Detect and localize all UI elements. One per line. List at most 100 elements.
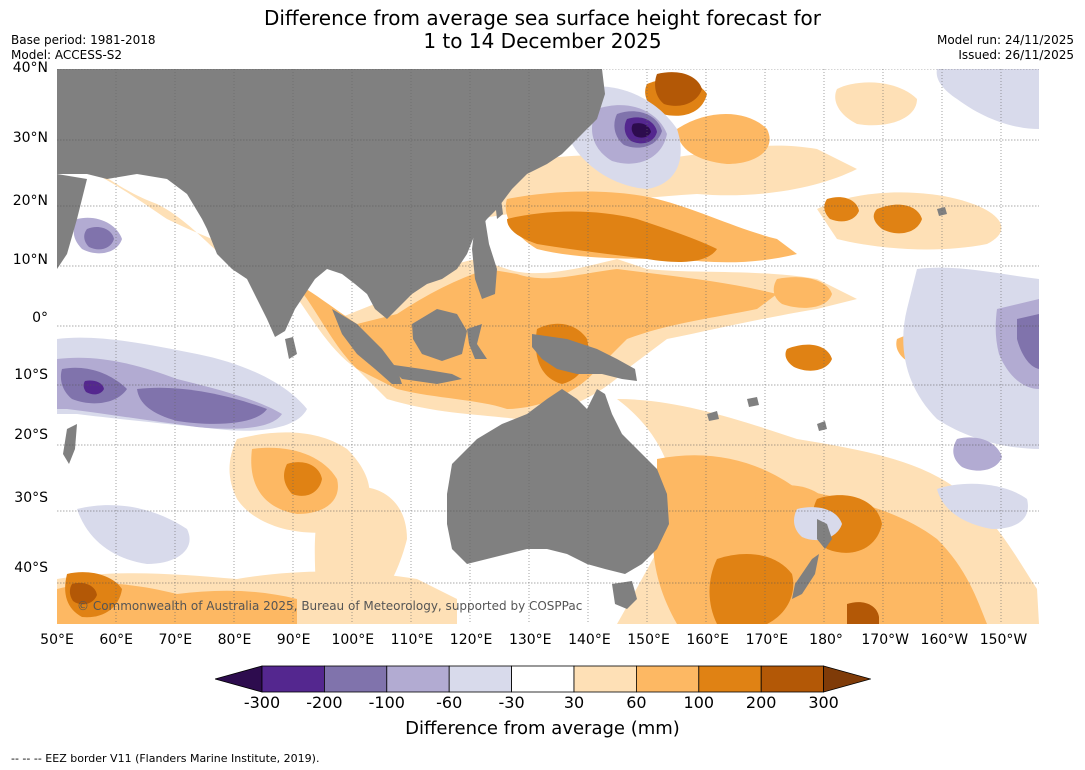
new-zealand-north-island (817, 519, 832, 549)
colorbar-tick-label: -60 (436, 693, 463, 712)
lat-label: 30°S (14, 489, 48, 506)
contour-region (847, 602, 879, 624)
colorbar (215, 665, 871, 693)
colorbar-segment (324, 665, 388, 693)
arabia-landmass (57, 174, 87, 269)
lon-label: 120°E (449, 632, 493, 648)
lat-label: 20°N (12, 193, 48, 210)
sea-level-map: © Commonwealth of Australia 2025, Bureau… (57, 69, 1039, 624)
contour-region (835, 82, 917, 126)
model-run: Model run: 24/11/2025 (936, 33, 1074, 47)
colorbar-tick-label: -200 (306, 693, 343, 712)
lat-label: 30°N (12, 129, 48, 146)
lat-label: 10°S (14, 367, 48, 384)
colorbar-arrow-low (215, 665, 263, 693)
australia-landmass (447, 389, 669, 574)
colorbar-tick-label: -100 (368, 693, 405, 712)
colorbar-segment (448, 665, 512, 693)
issued-date: Issued: 26/11/2025 (958, 48, 1074, 62)
eez-footnote: -- -- -- EEZ border V11 (Flanders Marine… (11, 752, 320, 765)
new-guinea-landmass (532, 334, 637, 381)
meridians (115, 69, 1002, 624)
japan-landmass (575, 69, 602, 124)
island (937, 207, 947, 216)
title-line-1: Difference from average sea surface heig… (263, 6, 822, 30)
colorbar-title: Difference from average (mm) (405, 718, 680, 739)
contour-region (709, 554, 794, 624)
island (817, 421, 827, 431)
lon-label: 50°E (40, 632, 74, 648)
contour-region (137, 387, 267, 424)
tasmania-landmass (612, 581, 637, 609)
colorbar-segment (698, 665, 762, 693)
land-masses (57, 69, 947, 609)
asia-landmass (57, 69, 605, 337)
lon-label: 70°E (158, 632, 193, 648)
lon-label: 110°E (390, 632, 434, 648)
contour-region (677, 114, 770, 164)
title-line-2: 1 to 14 December 2025 (423, 29, 662, 53)
contour-region (937, 483, 1028, 529)
contour-region (824, 197, 859, 222)
sri-lanka-landmass (285, 337, 297, 359)
lon-label: 160°E (686, 632, 730, 648)
java-landmass (387, 364, 462, 384)
contour-region (631, 123, 651, 138)
island (747, 397, 759, 407)
contour-region (773, 277, 832, 308)
taiwan-landmass (495, 199, 503, 219)
contour-region (953, 437, 1002, 471)
lon-label: 90°E (276, 632, 311, 648)
contour-region (314, 486, 407, 624)
lon-label: 60°E (99, 632, 133, 648)
lon-label: 100°E (331, 632, 375, 648)
contour-region (84, 227, 114, 250)
lat-label: 40°S (14, 559, 48, 576)
colorbar-segment (760, 665, 825, 693)
colorbar-tick-label: 30 (563, 693, 585, 712)
lon-label: 130°E (508, 632, 552, 648)
borneo-landmass (412, 309, 467, 361)
colorbar-tick-label: 300 (808, 693, 839, 712)
colorbar-segment (573, 665, 637, 693)
lon-label: 180° (809, 632, 843, 648)
colorbar-tick-label: 100 (683, 693, 715, 712)
colorbar-tick-label: 60 (626, 693, 647, 712)
lon-label: 170°E (745, 632, 789, 648)
contour-region (1017, 314, 1039, 369)
contour-region (785, 344, 832, 371)
base-period: Base period: 1981-2018 (11, 33, 156, 47)
contour-region (936, 69, 1039, 129)
contour-region (77, 505, 190, 564)
colorbar-segment (635, 665, 700, 693)
lat-label: 20°S (14, 426, 48, 443)
copyright-notice: © Commonwealth of Australia 2025, Bureau… (77, 599, 582, 613)
sulawesi-landmass (467, 324, 487, 359)
lat-label: 10°N (12, 252, 48, 269)
contour-region (207, 244, 777, 409)
lon-label: 150°W (979, 632, 1028, 648)
colorbar-segments (215, 665, 871, 693)
contour-region (873, 204, 922, 234)
contour-region (69, 582, 97, 605)
lat-label: 0° (32, 309, 48, 326)
contour-region (83, 380, 104, 395)
colorbar-tick-label: -30 (498, 693, 525, 712)
lon-label: 160°W (920, 632, 969, 648)
model-name: Model: ACCESS-S2 (11, 48, 123, 62)
colorbar-segment (511, 665, 575, 693)
contour-region (284, 462, 322, 496)
lon-label: 150°E (627, 632, 670, 648)
sumatra-landmass (332, 309, 402, 384)
lon-label: 170°W (861, 632, 909, 648)
island (707, 411, 719, 421)
colorbar-arrow-high (823, 665, 871, 693)
colorbar-tick-label: 200 (745, 693, 777, 712)
lon-label: 80°E (217, 632, 252, 648)
colorbar-tick-label: -300 (243, 693, 281, 712)
contour-region (507, 211, 717, 262)
colorbar-segment (386, 665, 450, 693)
lat-label: 40°N (12, 60, 48, 76)
madagascar-landmass (63, 424, 77, 464)
contour-region (655, 72, 702, 106)
